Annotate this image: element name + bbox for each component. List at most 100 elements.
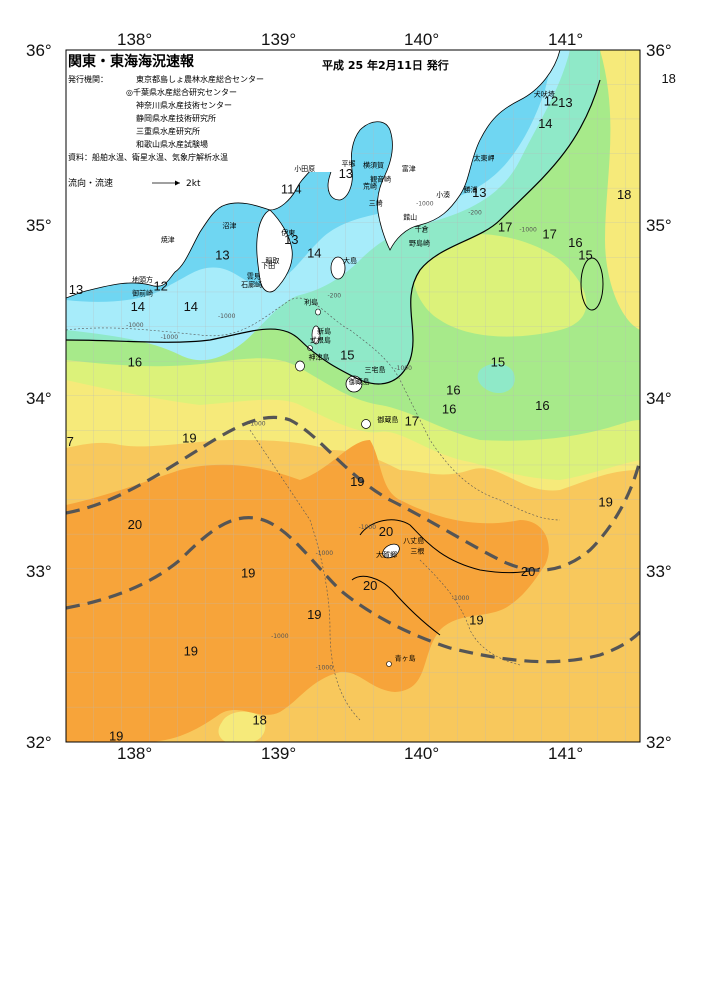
isotherm-label-23: 16	[442, 401, 456, 416]
land-boso	[327, 50, 561, 251]
issuer-label: 発行機関：	[68, 74, 108, 84]
lat-tick-34-right: 34°	[646, 389, 672, 408]
isotherm-label-31: 20	[379, 524, 393, 539]
isotherm-label-37: 19	[184, 644, 198, 659]
place-label-27: 神津島	[309, 353, 330, 362]
issue-date: 平成 25 年2月11日 発行	[322, 58, 449, 72]
place-label-33: 大賀郷	[376, 550, 397, 559]
place-label-20: 地頭方	[132, 275, 153, 284]
place-label-1: 太東岬	[474, 154, 495, 163]
place-label-22: 雲見	[247, 272, 261, 280]
place-label-34: 青ヶ島	[395, 654, 416, 663]
depth-label-3: -200	[327, 292, 341, 299]
issuer-2: 神奈川県水産技術センター	[136, 100, 232, 110]
island-mikurajima	[361, 419, 371, 429]
isotherm-label-3: 13	[215, 247, 229, 262]
place-label-16: 伊東	[281, 228, 295, 237]
lat-tick-36-left: 36°	[26, 41, 52, 60]
arrowhead-icon	[175, 180, 180, 186]
place-label-12: 千倉	[415, 225, 429, 234]
lat-tick-35-right: 35°	[646, 216, 672, 235]
kuroshio-axis-north	[66, 415, 640, 572]
isotherm-label-29: 19	[598, 495, 612, 510]
header: 関東・東海海況速報 平成 25 年2月11日 発行 発行機関： 東京都島しょ農林…	[68, 53, 449, 189]
place-label-8: 観音崎	[370, 175, 391, 184]
place-label-0: 犬吠埼	[534, 90, 555, 99]
depth-label-7: -1000	[416, 201, 434, 208]
isotherm-label-26: 7	[67, 434, 74, 449]
kuroshio-axis-south	[66, 516, 640, 664]
isotherm-label-39: 19	[109, 728, 123, 743]
depth-label-13: -1000	[316, 664, 334, 671]
legend-value: 2kt	[186, 179, 201, 189]
island-hachijojima	[382, 543, 400, 559]
lon-tick-138: 138°	[117, 30, 152, 49]
depth-label-10: -1000	[316, 550, 334, 557]
place-label-17: 下田	[261, 262, 275, 270]
isotherm-label-0: 13	[69, 282, 83, 297]
depth-label-9: -1000	[359, 524, 377, 531]
lat-tick-33-right: 33°	[646, 562, 672, 581]
place-label-13: 野島崎	[409, 239, 430, 248]
map-title: 関東・東海海況速報	[68, 53, 195, 70]
isotherm-label-33: 20	[363, 578, 377, 593]
isotherm-label-12: 13	[558, 95, 572, 110]
isotherm-label-32: 20	[521, 564, 535, 579]
bathymetry-1000-c	[419, 559, 521, 666]
depth-label-4: -1000	[394, 365, 412, 372]
place-label-3: 小湊	[436, 190, 450, 199]
contour-15-east	[580, 257, 604, 311]
place-label-9: 荒崎	[363, 181, 377, 190]
issuer-4: 三重県水産研究所	[136, 126, 200, 136]
isotherm-label-5: 16	[128, 355, 142, 370]
isotherm-label-17: 17	[542, 227, 556, 242]
place-label-32: 三根	[410, 546, 424, 555]
isotherm-label-2: 14	[184, 299, 198, 314]
lon-tick-139: 139°	[261, 30, 296, 49]
header-panel	[66, 50, 351, 172]
lon-tick-138-bottom: 138°	[117, 744, 152, 763]
issuer-3: 静岡県水産技術研究所	[136, 113, 216, 123]
lat-tick-36-right: 36°	[646, 41, 672, 60]
isotherm-label-30: 20	[128, 517, 142, 532]
isotherm-label-38: 18	[252, 713, 266, 728]
depth-label-12: -1000	[271, 633, 289, 640]
island-miyakejima	[345, 375, 363, 393]
isotherm-label-25: 17	[405, 413, 419, 428]
depth-label-1: -1000	[218, 313, 236, 320]
lon-axis-bottom: 138° 139° 140° 141°	[117, 744, 583, 763]
lat-tick-32-right: 32°	[646, 733, 672, 752]
place-label-21: 御前崎	[132, 289, 153, 298]
isotherm-label-22: 16	[446, 382, 460, 397]
lat-tick-32-left: 32°	[26, 733, 52, 752]
island-oshima	[330, 256, 346, 280]
issuer-1: ◎千葉県水産総合研究センター	[126, 87, 237, 97]
lat-tick-33-left: 33°	[26, 562, 52, 581]
isotherm-label-15: 18	[617, 187, 631, 202]
land-izu	[256, 209, 293, 293]
isotherm-label-21: 15	[491, 355, 505, 370]
lat-tick-34-left: 34°	[26, 389, 52, 408]
lon-tick-140: 140°	[404, 30, 439, 49]
place-label-14: 焼津	[161, 235, 175, 244]
isotherm-label-35: 19	[307, 607, 321, 622]
depth-label-5: -1000	[519, 227, 537, 234]
place-label-30: 御蔵島	[377, 415, 398, 424]
isotherm-label-27: 19	[182, 431, 196, 446]
place-label-28: 三宅島	[365, 365, 386, 374]
isotherm-label-10: 13	[472, 185, 486, 200]
place-label-10: 三崎	[369, 199, 383, 208]
isotherm-label-11: 12	[544, 93, 558, 108]
isotherm-label-28: 19	[350, 474, 364, 489]
isotherm-label-34: 19	[241, 566, 255, 581]
lon-tick-141-bottom: 141°	[548, 744, 583, 763]
lon-tick-139-bottom: 139°	[261, 744, 296, 763]
legend-label: 流向・流速	[68, 177, 113, 189]
isotherm-label-4: 12	[153, 279, 167, 294]
lon-tick-140-bottom: 140°	[404, 744, 439, 763]
island-kozushima	[295, 360, 305, 372]
isotherm-label-7: 14	[307, 246, 321, 261]
lat-axis-right: 36° 35° 34° 33° 32°	[646, 41, 672, 752]
